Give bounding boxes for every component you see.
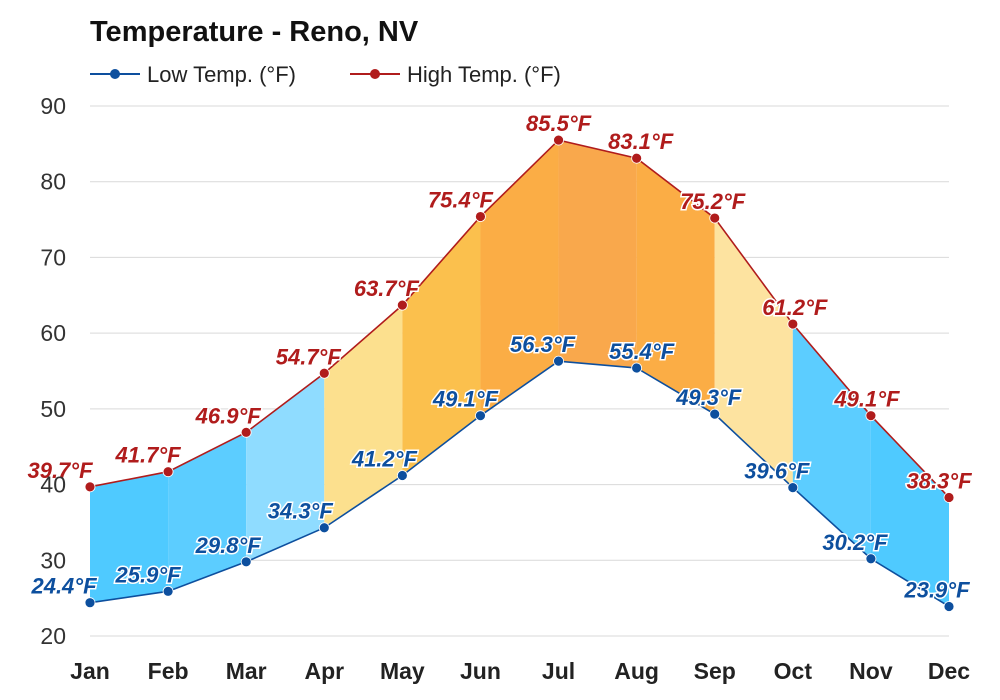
low-label-mar: 29.8°F [195,533,262,558]
y-tick-label: 50 [40,396,66,422]
low-point-apr[interactable] [318,522,330,534]
high-point-apr[interactable] [318,367,330,379]
high-point-mar[interactable] [240,426,252,438]
low-point-feb[interactable] [162,585,174,597]
high-point-nov[interactable] [865,410,877,422]
legend-high-label: High Temp. (°F) [407,62,561,87]
high-temp-line [89,139,950,498]
low-label-oct: 39.6°F [744,459,810,484]
band-jan [90,471,169,603]
low-point-jul[interactable] [553,355,564,367]
x-tick-nov: Nov [849,658,893,684]
temperature-bands [90,140,949,607]
low-label-apr: 34.3°F [268,499,334,524]
low-label-aug: 55.4°F [609,339,675,364]
legend-low-label: Low Temp. (°F) [147,62,296,87]
low-label-nov: 30.2°F [822,530,888,555]
low-point-jan[interactable] [84,597,96,609]
y-tick-label: 60 [40,320,66,346]
band-may [402,216,481,476]
band-aug [636,158,715,415]
y-axis-ticks: 20 30 40 50 60 70 80 90 [40,93,66,649]
x-tick-dec: Dec [928,658,970,684]
high-point-sep[interactable] [709,212,721,224]
high-label-feb: 41.7°F [115,443,182,468]
high-label-jun: 75.4°F [428,188,494,213]
chart-title: Temperature - Reno, NV [90,16,419,48]
legend-high-marker [370,69,380,79]
low-label-may: 41.2°F [351,446,418,471]
low-point-mar[interactable] [240,556,252,568]
band-feb [168,432,247,592]
y-tick-label: 90 [40,93,66,119]
band-jul [558,140,637,368]
x-tick-jun: Jun [460,658,501,684]
low-point-jun[interactable] [475,410,486,422]
series-points [84,134,955,612]
high-point-feb[interactable] [162,466,174,478]
legend-low-marker [110,69,120,79]
high-point-jul[interactable] [553,134,564,146]
x-tick-oct: Oct [774,658,813,684]
y-tick-label: 40 [40,472,66,498]
high-label-oct: 61.2°F [762,295,828,320]
legend-item-high[interactable]: High Temp. (°F) [350,62,561,87]
high-label-aug: 83.1°F [608,129,674,154]
low-point-oct[interactable] [787,482,799,494]
high-label-jan: 39.7°F [27,458,93,483]
legend: Low Temp. (°F) High Temp. (°F) [90,62,561,87]
low-point-sep[interactable] [709,408,721,420]
low-point-dec[interactable] [943,601,955,612]
low-label-dec: 23.9°F [903,577,970,602]
high-point-dec[interactable] [943,492,955,503]
high-label-jul: 85.5°F [526,111,592,136]
band-oct [792,324,871,559]
x-tick-mar: Mar [226,658,267,684]
band-mar [246,373,325,562]
high-label-nov: 49.1°F [833,387,900,412]
x-tick-feb: Feb [148,658,189,684]
high-point-aug[interactable] [631,152,643,164]
high-point-jun[interactable] [475,211,486,222]
low-label-jul: 56.3°F [510,332,576,357]
high-label-mar: 46.9°F [195,403,262,428]
band-apr [324,305,403,528]
high-point-may[interactable] [396,299,408,311]
y-tick-label: 30 [40,547,66,573]
band-sep [714,218,793,488]
low-label-jan: 24.4°F [30,574,97,599]
low-label-feb: 25.9°F [115,562,182,587]
x-tick-apr: Apr [304,658,344,684]
band-jun [480,140,559,416]
high-label-may: 63.7°F [354,276,420,301]
y-tick-label: 70 [40,244,66,270]
x-axis-ticks: Jan Feb Mar Apr May Jun Jul Aug Sep Oct Nov Dec [70,658,970,684]
data-labels: 24.4°F 25.9°F 29.8°F34.3°F 41.2°F 49.1°F 56.3… [26,110,974,604]
high-point-jan[interactable] [84,481,96,493]
y-tick-label: 80 [40,169,66,195]
low-label-jun: 49.1°F [432,387,499,412]
low-point-nov[interactable] [865,553,877,565]
x-tick-jan: Jan [70,658,110,684]
low-label-sep: 49.3°F [675,385,742,410]
y-tick-label: 20 [40,623,66,649]
series-lines [89,139,950,608]
x-tick-sep: Sep [694,658,736,684]
low-point-may[interactable] [396,470,408,481]
band-nov [870,415,949,607]
high-label-sep: 75.2°F [680,189,746,214]
high-point-oct[interactable] [787,318,799,330]
high-label-apr: 54.7°F [276,344,342,369]
legend-item-low[interactable]: Low Temp. (°F) [90,62,296,87]
high-label-dec: 38.3°F [906,468,972,493]
x-tick-jul: Jul [542,658,575,684]
x-tick-may: May [380,658,425,684]
low-temp-line [89,360,950,608]
x-tick-aug: Aug [614,658,659,684]
low-point-aug[interactable] [631,362,643,374]
